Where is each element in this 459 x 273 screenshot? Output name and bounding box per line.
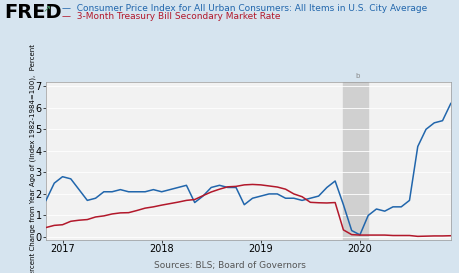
Text: —  Consumer Price Index for All Urban Consumers: All Items in U.S. City Average: — Consumer Price Index for All Urban Con… <box>62 4 426 13</box>
Text: —  3-Month Treasury Bill Secondary Market Rate: — 3-Month Treasury Bill Secondary Market… <box>62 12 280 21</box>
Text: Sources: BLS; Board of Governors: Sources: BLS; Board of Governors <box>154 261 305 270</box>
Text: b: b <box>355 73 359 79</box>
Text: ↗: ↗ <box>42 4 50 14</box>
Text: FRED: FRED <box>5 3 62 22</box>
Y-axis label: Percent Change from Year Ago of (Index 1982-1984=100),  Percent: Percent Change from Year Ago of (Index 1… <box>29 44 36 273</box>
Bar <box>343 82 367 240</box>
